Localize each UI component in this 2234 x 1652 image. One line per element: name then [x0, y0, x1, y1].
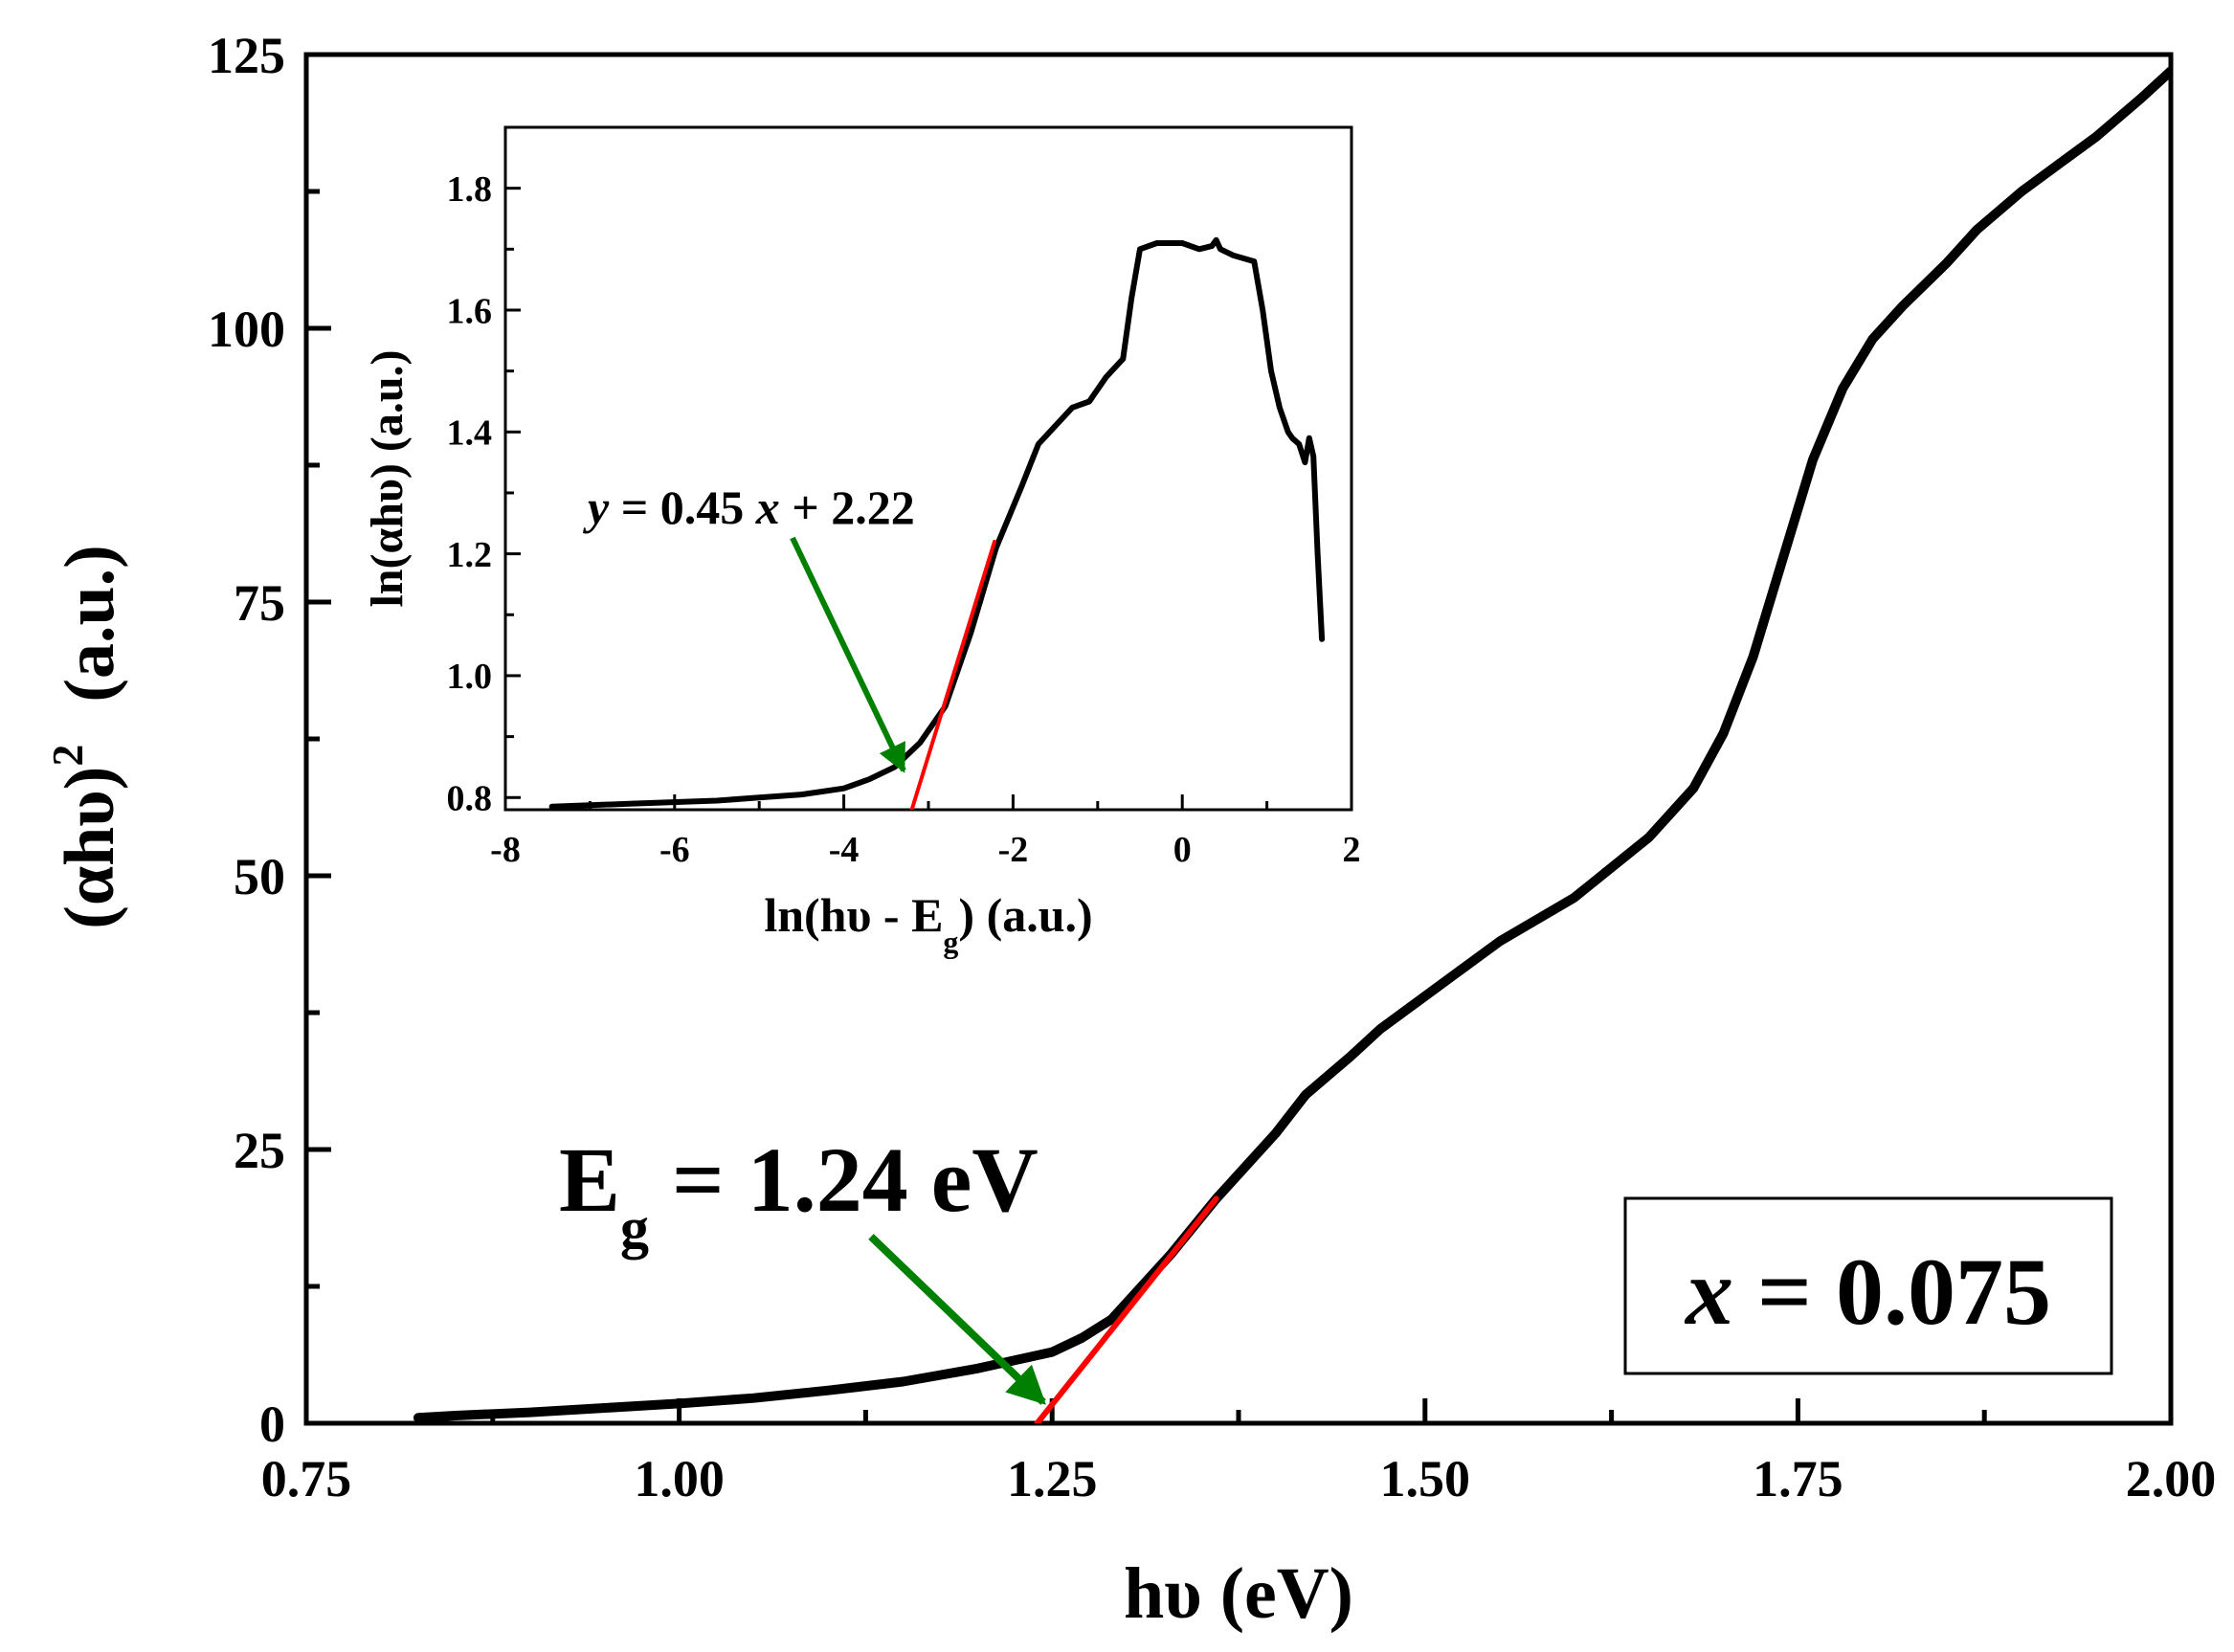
bandgap-arrow [868, 1234, 1046, 1405]
main-x-tick-label: 2.00 [2126, 1450, 2217, 1507]
bandgap-label-subscript: g [620, 1196, 649, 1260]
inset-chart: -8 -6 -4 -2 0 2 0.8 1.0 1.2 1.4 1.6 1.8 ln(hυ - Eg)… [362, 125, 1361, 959]
inset-plot-frame [503, 125, 1353, 812]
main-series-data [413, 66, 2171, 1423]
fit-equation-x: x [755, 480, 780, 534]
main-series-linear-fit [1034, 1195, 1219, 1423]
main-y-axis-label: (αhυ)2 (a.u.) [43, 545, 129, 929]
inset-y-tick-label: 1.4 [447, 413, 493, 454]
main-x-axis-label: hυ (eV) [1124, 1553, 1353, 1634]
main-ticks [303, 52, 2174, 1426]
main-x-tick-label: 1.50 [1380, 1450, 1471, 1507]
main-y-tick-label: 75 [234, 574, 285, 632]
bandgap-label-value: = 1.24 eV [649, 1128, 1039, 1231]
main-y-tick-label: 25 [234, 1122, 285, 1179]
inset-series [548, 236, 1326, 810]
fit-equation: y = 0.45 x + 2.22 [583, 480, 915, 534]
main-series [413, 66, 2171, 1423]
inset-x-tick-label: -6 [659, 830, 690, 870]
inset-x-axis-label: ln(hυ - Eg) (a.u.) [764, 888, 1092, 959]
main-y-tick-label: 125 [208, 27, 285, 84]
inset-y-tick-label: 1.8 [447, 169, 493, 210]
bandgap-label: Eg = 1.24 eV [559, 1128, 1039, 1260]
inset-tick-labels: -8 -6 -4 -2 0 2 0.8 1.0 1.2 1.4 1.6 1.8 [447, 169, 1361, 870]
fit-equation-end: + 2.22 [780, 480, 915, 534]
inset-y-tick-label: 1.2 [447, 535, 493, 575]
main-y-label-base: (αhυ) [51, 767, 129, 929]
inset-x-label-subscript: g [943, 925, 958, 959]
inset-series-linear-fit [909, 539, 996, 810]
main-y-tick-label: 50 [234, 848, 285, 905]
sample-label-variable: x [1684, 1239, 1733, 1345]
main-y-label-superscript: 2 [43, 745, 92, 767]
inset-x-tick-label: -2 [998, 830, 1029, 870]
main-x-tick-label: 0.75 [261, 1450, 352, 1507]
inset-x-tick-label: 2 [1343, 830, 1361, 870]
inset-y-tick-label: 1.6 [447, 291, 493, 331]
fit-arrow [790, 536, 906, 773]
main-x-tick-label: 1.75 [1753, 1450, 1843, 1507]
bandgap-label-e: E [559, 1128, 620, 1231]
main-y-tick-label: 100 [208, 301, 285, 358]
main-y-tick-label: 0 [259, 1395, 285, 1453]
inset-y-axis-label: ln(αhυ) (a.u.) [362, 349, 413, 607]
fit-equation-mid: = 0.45 [609, 480, 756, 534]
sample-label: x = 0.075 [1684, 1239, 2051, 1345]
sample-box [1623, 1196, 2113, 1375]
inset-y-tick-label: 0.8 [447, 779, 493, 819]
inset-x-label-base: ln(hυ - E [764, 888, 943, 942]
main-x-tick-label: 1.25 [1007, 1450, 1098, 1507]
svg-text:(αhυ)2(a.u.): (αhυ)2 (a.u.) [43, 545, 129, 929]
fit-equation-y: y [583, 480, 610, 534]
main-y-label-units: (a.u.) [51, 545, 129, 702]
inset-y-tick-label: 1.0 [447, 657, 493, 697]
sample-label-value: = 0.075 [1733, 1239, 2051, 1345]
main-x-tick-label: 1.00 [634, 1450, 725, 1507]
inset-x-tick-label: -4 [829, 830, 860, 870]
inset-x-tick-label: 0 [1173, 830, 1192, 870]
inset-x-tick-label: -8 [490, 830, 521, 870]
inset-x-label-end: ) (a.u.) [958, 888, 1092, 942]
inset-series-data [548, 236, 1326, 810]
